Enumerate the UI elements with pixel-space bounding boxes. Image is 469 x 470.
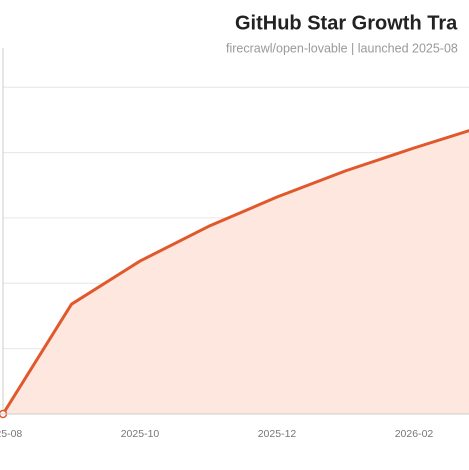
x-tick-label: 2026-02 [395,428,434,440]
area-fill [3,130,469,414]
chart-title: GitHub Star Growth Tra [235,12,458,34]
chart-subtitle: firecrawl/open-lovable | launched 2025-0… [226,41,458,55]
line [1,129,469,415]
x-tick-label: 2025-10 [121,428,160,440]
x-tick-label: 2025-08 [0,428,22,440]
x-tick-label: 2025-12 [258,428,297,440]
